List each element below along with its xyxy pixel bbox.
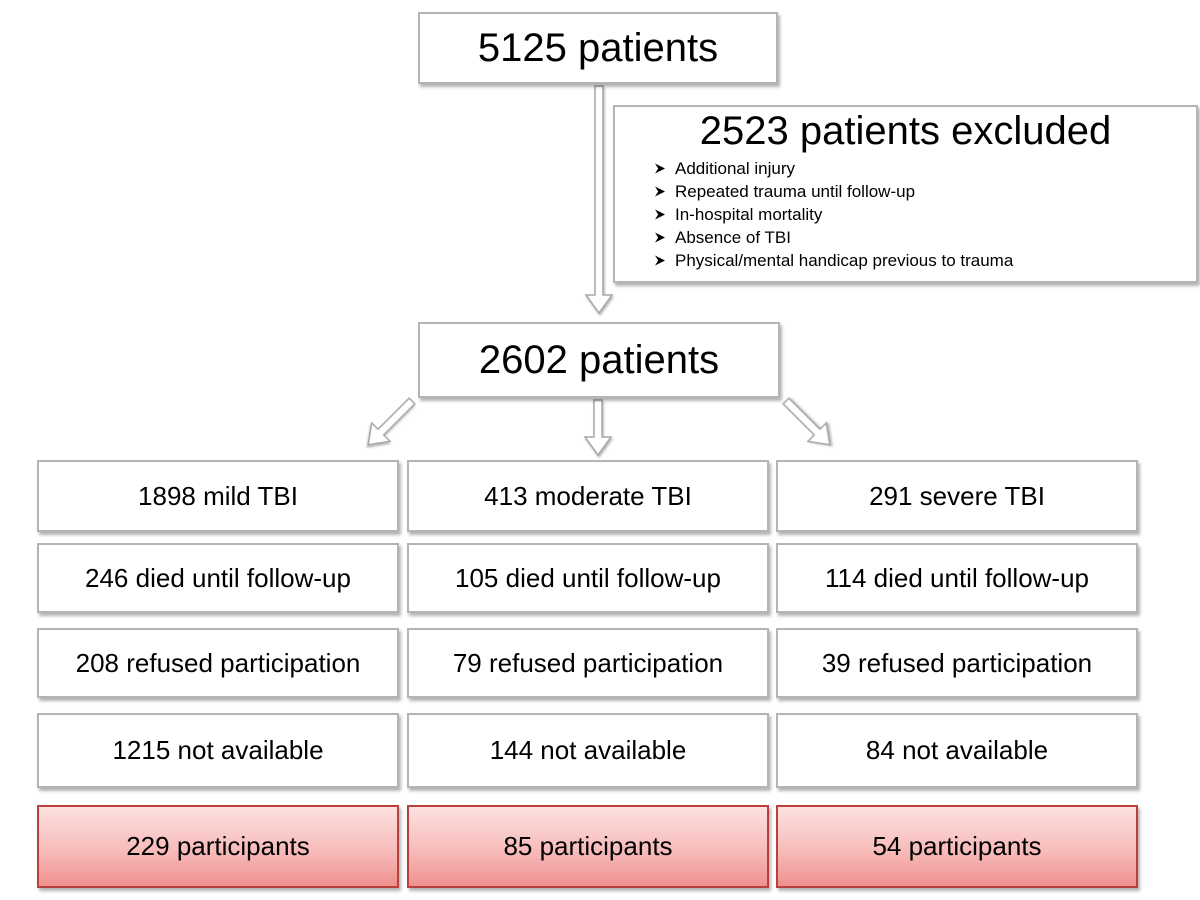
node-severe-tbi: 291 severe TBI bbox=[776, 460, 1138, 532]
node-severe-refused: 39 refused participation bbox=[776, 628, 1138, 698]
node-label: 413 moderate TBI bbox=[484, 480, 692, 511]
excluded-item: Absence of TBI bbox=[655, 226, 1186, 249]
node-moderate-tbi: 413 moderate TBI bbox=[407, 460, 769, 532]
node-label: 229 participants bbox=[126, 831, 310, 862]
arrowhead-bullet-icon bbox=[655, 209, 666, 220]
node-label: 79 refused participation bbox=[452, 647, 724, 678]
excluded-item-label: Additional injury bbox=[675, 158, 796, 178]
branch-center-arrow bbox=[583, 399, 613, 457]
branch-left-arrow bbox=[367, 397, 416, 446]
node-label: 291 severe TBI bbox=[869, 480, 1045, 511]
node-label: 1898 mild TBI bbox=[138, 480, 298, 511]
node-mild-tbi: 1898 mild TBI bbox=[37, 460, 399, 532]
excluded-item: Additional injury bbox=[655, 157, 1186, 180]
node-label: 105 died until follow-up bbox=[455, 562, 721, 593]
node-severe-died: 114 died until follow-up bbox=[776, 543, 1138, 613]
node-moderate-refused: 79 refused participation bbox=[407, 628, 769, 698]
excluded-reason-list: Additional injury Repeated trauma until … bbox=[625, 157, 1186, 272]
excluded-item-label: Repeated trauma until follow-up bbox=[675, 181, 916, 201]
node-label: 2602 patients bbox=[478, 338, 720, 382]
node-label: 85 participants bbox=[503, 831, 673, 862]
arrowhead-bullet-icon bbox=[655, 163, 666, 174]
excluded-item: Repeated trauma until follow-up bbox=[655, 180, 1186, 203]
node-label: 1215 not available bbox=[112, 735, 324, 766]
node-total-patients: 5125 patients bbox=[418, 12, 778, 84]
node-label: 114 died until follow-up bbox=[824, 562, 1090, 593]
node-label: 246 died until follow-up bbox=[85, 562, 351, 593]
node-mild-not-available: 1215 not available bbox=[37, 713, 399, 788]
node-mild-participants: 229 participants bbox=[37, 805, 399, 888]
node-moderate-participants: 85 participants bbox=[407, 805, 769, 888]
node-excluded-patients: 2523 patients excluded Additional injury… bbox=[613, 105, 1198, 283]
node-severe-not-available: 84 not available bbox=[776, 713, 1138, 788]
arrowhead-bullet-icon bbox=[655, 186, 666, 197]
node-label: 84 not available bbox=[865, 735, 1049, 766]
excluded-item-label: Physical/mental handicap previous to tra… bbox=[675, 250, 1014, 270]
node-mild-refused: 208 refused participation bbox=[37, 628, 399, 698]
node-label: 54 participants bbox=[872, 831, 1042, 862]
excluded-item-label: Absence of TBI bbox=[675, 227, 791, 247]
arrowhead-bullet-icon bbox=[655, 232, 666, 243]
node-mild-died: 246 died until follow-up bbox=[37, 543, 399, 613]
node-label: 208 refused participation bbox=[75, 647, 361, 678]
node-moderate-died: 105 died until follow-up bbox=[407, 543, 769, 613]
node-label: 144 not available bbox=[489, 735, 687, 766]
excluded-title: 2523 patients excluded bbox=[699, 109, 1112, 153]
node-severe-participants: 54 participants bbox=[776, 805, 1138, 888]
excluded-item: In-hospital mortality bbox=[655, 203, 1186, 226]
main-down-arrow bbox=[584, 85, 614, 315]
excluded-item: Physical/mental handicap previous to tra… bbox=[655, 249, 1186, 272]
branch-right-arrow bbox=[782, 397, 831, 446]
node-label: 39 refused participation bbox=[821, 647, 1093, 678]
node-included-patients: 2602 patients bbox=[418, 322, 780, 398]
arrowhead-bullet-icon bbox=[655, 255, 666, 266]
excluded-item-label: In-hospital mortality bbox=[675, 204, 823, 224]
node-label: 5125 patients bbox=[477, 26, 719, 70]
node-moderate-not-available: 144 not available bbox=[407, 713, 769, 788]
